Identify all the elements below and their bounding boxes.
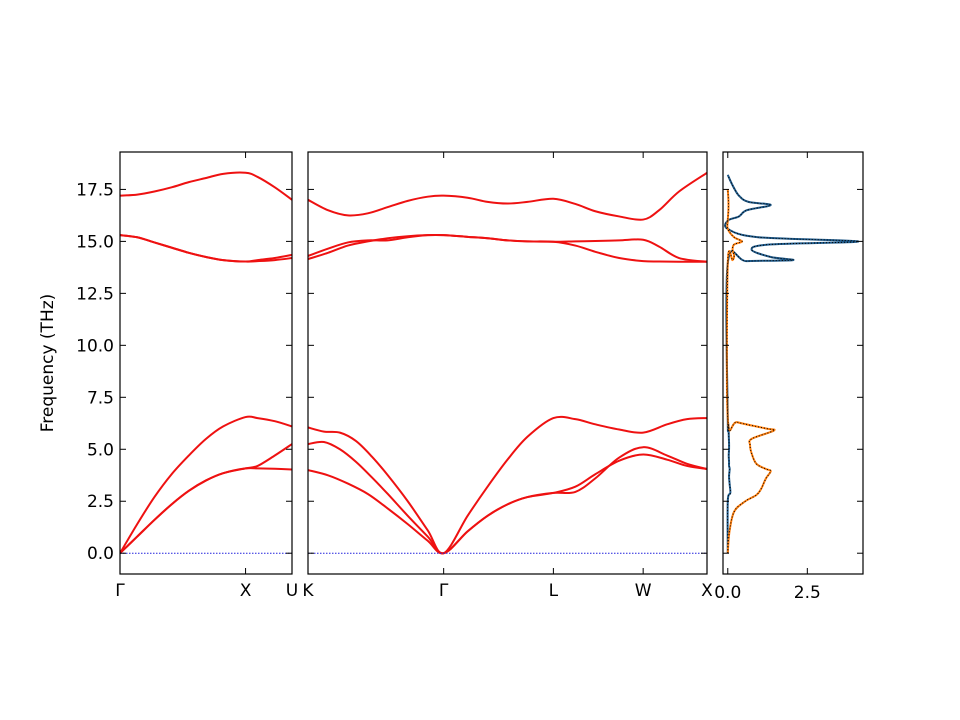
- y-tick-label: 7.5: [87, 388, 114, 408]
- panel-path-gamma-x-u: 0.0 2.5 5.0 7.5 10.0 12.5 15.0 17.5 Γ X U: [76, 151, 298, 601]
- plot-panels: 0.02.55.07.510.012.515.017.5Γ X U K Γ L W X 0.0 2…: [76, 151, 864, 603]
- phonon-band-5: [308, 233, 707, 263]
- x-tick-label: 2.5: [794, 583, 821, 603]
- y-tick-label: 0.0: [87, 544, 114, 564]
- panel-frame: [119, 151, 293, 575]
- x-tick-label: L: [549, 581, 559, 601]
- x-tick-label: X: [240, 581, 252, 601]
- phonon-band-3: [308, 415, 707, 555]
- phonon-band-6: [308, 171, 707, 221]
- panel-data: [120, 171, 292, 554]
- dos-curve-sum-dotted: [724, 174, 859, 554]
- x-tick-label: W: [635, 581, 652, 601]
- x-tick-label: U: [286, 581, 298, 601]
- x-tick-label: Γ: [115, 581, 125, 601]
- x-tick-label: X: [701, 581, 713, 601]
- x-tick-label: K: [302, 581, 314, 601]
- phonon-band-3: [120, 415, 292, 554]
- y-tick-label: 12.5: [76, 284, 114, 304]
- panel-dos: 0.0 2.5: [714, 151, 864, 603]
- panel-data: [308, 171, 707, 555]
- x-tick-label: 0.0: [714, 583, 741, 603]
- panel-frame: [722, 151, 864, 575]
- phonon-band-2: [120, 443, 292, 554]
- y-tick-label: 15.0: [76, 232, 114, 252]
- phonon-band-5: [120, 234, 292, 263]
- panel-data: [724, 174, 860, 554]
- y-tick-label: 5.0: [87, 440, 114, 460]
- y-tick-label: 10.0: [76, 336, 114, 356]
- phonon-band-2: [308, 440, 707, 555]
- x-tick-label: Γ: [439, 581, 449, 601]
- dos-curve-sum-dotted: [726, 189, 776, 554]
- y-tick-label: 2.5: [87, 492, 114, 512]
- y-tick-label: 17.5: [76, 180, 114, 200]
- phonon-band-6: [120, 171, 292, 201]
- y-axis-label: Frequency (THz): [38, 294, 58, 433]
- panel-frame: [307, 151, 708, 575]
